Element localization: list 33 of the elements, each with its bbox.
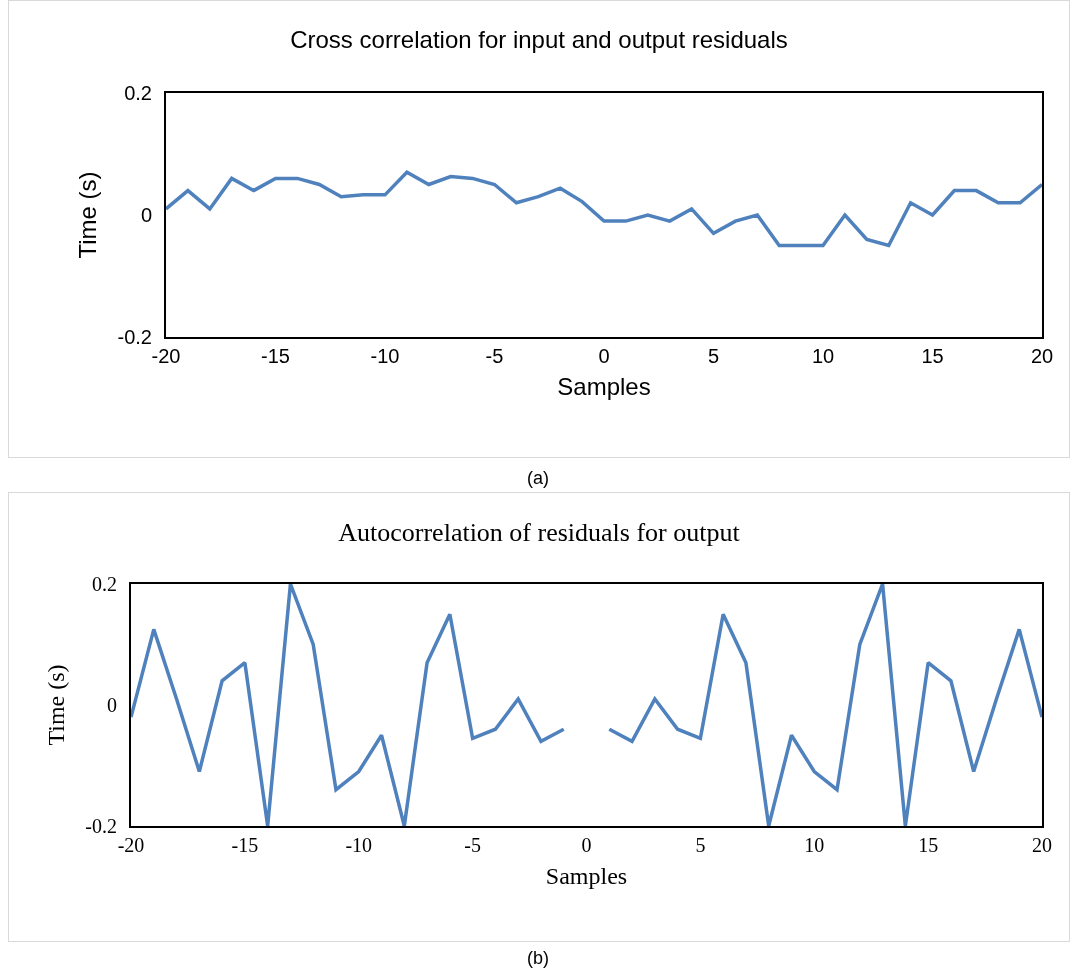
x-tick-label: 20 bbox=[1030, 345, 1054, 367]
x-tick-label: 0 bbox=[581, 834, 592, 856]
x-tick-label: 20 bbox=[1032, 834, 1052, 856]
text: (b) bbox=[526, 948, 550, 969]
y-tick-label: 0 bbox=[107, 694, 117, 716]
line-series bbox=[166, 170, 1042, 248]
x-tick-label: -5 bbox=[485, 345, 504, 367]
y-tick-label: 0.2 bbox=[124, 82, 152, 104]
x-tick-label: -20 bbox=[151, 345, 181, 367]
x-tick-label: 15 bbox=[921, 345, 944, 367]
text: (a) bbox=[526, 468, 550, 489]
y-tick-label: -0.2 bbox=[85, 815, 117, 837]
y-tick-label: 0 bbox=[140, 204, 152, 226]
x-tick-label: 5 bbox=[695, 834, 706, 856]
x-tick-label: -20 bbox=[117, 834, 145, 856]
y-tick-label: -0.2 bbox=[117, 326, 152, 348]
x-tick-label: -5 bbox=[464, 834, 481, 856]
chart-title: Autocorrelation of residuals for output bbox=[338, 518, 741, 548]
y-axis-title: Time (s) bbox=[42, 664, 69, 746]
chart-title: Cross correlation for input and output residuals bbox=[290, 25, 788, 53]
y-tick-label: 0.2 bbox=[92, 573, 117, 595]
x-tick-label: 10 bbox=[804, 834, 825, 856]
x-axis-title: Samples bbox=[545, 862, 628, 889]
x-axis-title: Samples bbox=[557, 372, 651, 400]
x-tick-label: 15 bbox=[918, 834, 939, 856]
y-axis-title: Time (s) bbox=[74, 171, 102, 259]
x-tick-label: -10 bbox=[370, 345, 400, 367]
x-tick-label: 5 bbox=[707, 345, 720, 367]
x-tick-label: -10 bbox=[345, 834, 373, 856]
x-tick-label: -15 bbox=[261, 345, 290, 367]
x-tick-label: 10 bbox=[811, 345, 835, 367]
x-tick-label: -15 bbox=[231, 834, 259, 856]
x-tick-label: 0 bbox=[598, 345, 610, 367]
